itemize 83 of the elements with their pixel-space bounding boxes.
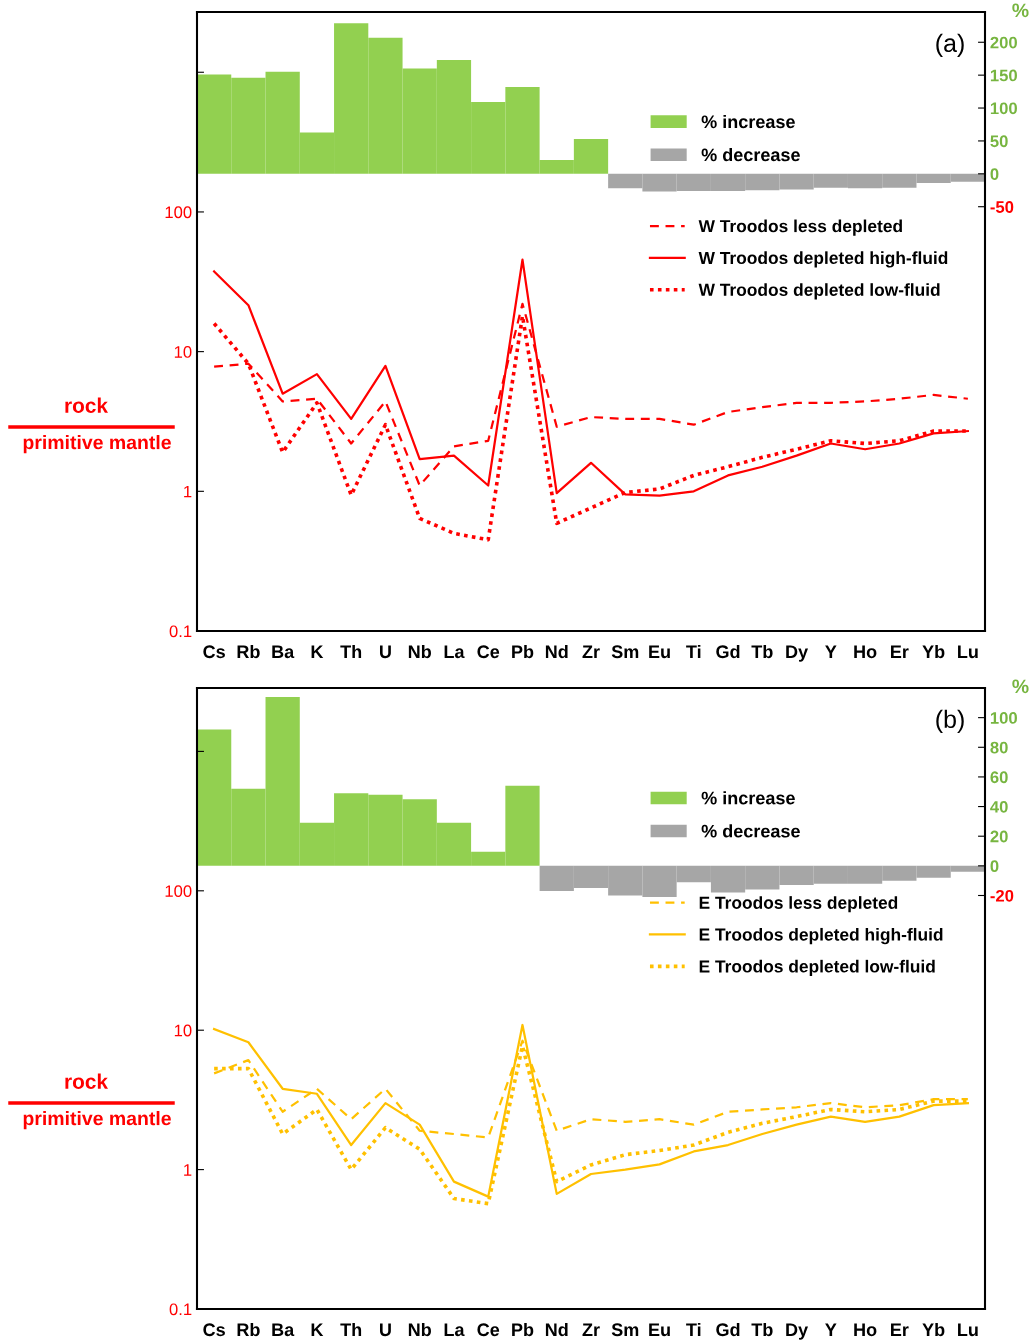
x-tick-label: K xyxy=(311,1323,324,1336)
y2-axis-title: % xyxy=(1012,3,1029,18)
legend-label: % decrease xyxy=(701,824,800,838)
y-tick-label: 10 xyxy=(174,346,192,358)
x-tick-label: U xyxy=(380,645,391,659)
y-tick-label: 100 xyxy=(165,885,192,898)
x-tick-label: Yb xyxy=(922,1322,945,1337)
y2-tick-label: 150 xyxy=(990,69,1017,82)
x-tick-label: Er xyxy=(891,645,909,658)
x-tick-label: Th xyxy=(340,1322,362,1336)
x-tick-label: Ba xyxy=(272,645,295,659)
y-tick-label: 10 xyxy=(174,1024,192,1037)
legend-label: E Troodos depleted high-fluid xyxy=(699,927,943,945)
x-tick-label: Y xyxy=(825,1323,837,1336)
y2-tick-label: 50 xyxy=(990,135,1008,148)
y2-axis-title: % xyxy=(1012,679,1029,694)
y2-tick-label: 80 xyxy=(990,741,1008,754)
y2-tick-label: 40 xyxy=(990,800,1008,813)
x-tick-label: Nb xyxy=(408,644,431,659)
x-tick-label: Rb xyxy=(237,1322,260,1337)
x-tick-label: U xyxy=(380,1323,391,1337)
legend-label: % increase xyxy=(701,791,795,805)
annotation: (b) xyxy=(936,709,964,734)
x-tick-label: La xyxy=(444,645,465,659)
x-tick-label: Ce xyxy=(477,645,500,659)
x-tick-label: Lu xyxy=(958,1323,978,1337)
x-tick-label: Lu xyxy=(958,645,978,659)
x-tick-label: Th xyxy=(340,644,362,658)
y2-tick-label: 0 xyxy=(990,168,999,181)
x-tick-label: Ho xyxy=(854,645,877,659)
x-tick-label: Zr xyxy=(582,1323,600,1336)
legend-label: E Troodos less depleted xyxy=(699,896,898,913)
y2-tick-label: 200 xyxy=(990,36,1017,49)
x-tick-label: Rb xyxy=(237,644,260,659)
x-tick-label: Eu xyxy=(649,645,670,659)
y-tick-label: 0.1 xyxy=(169,1303,192,1316)
y2-tick-label: 60 xyxy=(990,771,1008,784)
legend-label: E Troodos depleted low-fluid xyxy=(699,959,935,977)
y2-tick-label: 0 xyxy=(990,860,999,873)
x-tick-label: Ho xyxy=(854,1323,877,1337)
x-tick-label: Ce xyxy=(477,1323,500,1337)
y2-tick-label: 100 xyxy=(990,102,1017,115)
x-tick-label: Nd xyxy=(545,1322,568,1337)
x-tick-label: Er xyxy=(891,1323,909,1336)
x-tick-label: Y xyxy=(825,645,837,658)
legend-label: W Troodos depleted high-fluid xyxy=(698,251,948,268)
x-tick-label: Ti xyxy=(686,644,701,658)
x-tick-label: Yb xyxy=(922,644,945,659)
y-tick-label: 100 xyxy=(165,206,192,219)
x-tick-label: Tb xyxy=(751,1322,773,1337)
annotation: (a) xyxy=(936,33,964,57)
y2-tick-label: -50 xyxy=(990,201,1014,213)
x-tick-label: Eu xyxy=(649,1323,670,1337)
x-tick-label: K xyxy=(311,645,324,658)
y-axis-title: rock primitive mantle xyxy=(23,1073,171,1130)
x-tick-label: Nb xyxy=(408,1322,431,1337)
y-axis-title: rock primitive mantle xyxy=(23,397,171,454)
x-tick-label: Gd xyxy=(716,1322,740,1337)
x-tick-label: Nd xyxy=(545,644,568,659)
y2-tick-label: 100 xyxy=(990,712,1017,724)
y2-tick-label: 20 xyxy=(990,830,1008,843)
x-tick-label: Ba xyxy=(272,1323,295,1337)
x-tick-label: La xyxy=(444,1323,465,1337)
legend-label: % decrease xyxy=(701,147,800,162)
x-tick-label: Dy xyxy=(786,1323,809,1340)
y-tick-label: 1 xyxy=(184,485,192,498)
x-tick-label: Gd xyxy=(716,644,740,659)
x-tick-label: Cs xyxy=(203,645,225,659)
x-tick-label: Ti xyxy=(686,1322,701,1336)
legend-label: W Troodos less depleted xyxy=(698,219,902,236)
x-tick-label: Pb xyxy=(512,1322,534,1337)
x-tick-label: Tb xyxy=(751,644,773,659)
y-tick-label: 1 xyxy=(184,1164,192,1176)
legend-label: W Troodos depleted low-fluid xyxy=(698,283,940,300)
x-tick-label: Zr xyxy=(582,645,600,658)
y2-tick-label: -20 xyxy=(990,889,1014,902)
x-tick-label: Sm xyxy=(611,1323,639,1337)
x-tick-label: Pb xyxy=(512,644,534,659)
legend-label: % increase xyxy=(701,114,795,129)
x-tick-label: Cs xyxy=(203,1323,225,1337)
x-tick-label: Dy xyxy=(786,645,809,662)
x-tick-label: Sm xyxy=(611,645,639,659)
y-tick-label: 0.1 xyxy=(169,625,192,638)
